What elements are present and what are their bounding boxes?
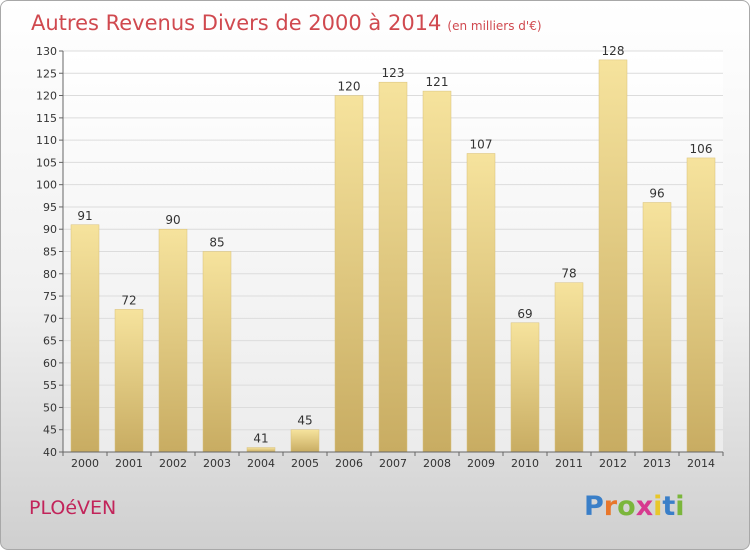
- x-tick-label-2006: 2006: [335, 457, 363, 470]
- logo-letter: r: [603, 491, 618, 522]
- y-tick-label: 40: [43, 446, 57, 459]
- y-tick-label: 125: [36, 67, 57, 80]
- y-tick-label: 70: [43, 312, 57, 325]
- x-tick-label-2007: 2007: [379, 457, 407, 470]
- logo-letter: x: [635, 491, 654, 522]
- proxiti-logo: Proxiti: [584, 491, 685, 522]
- x-tick-label-2008: 2008: [423, 457, 451, 470]
- unit-text: (en milliers d'€): [447, 19, 542, 33]
- value-label-2000: 91: [77, 209, 92, 223]
- commune-name: PLOéVEN: [29, 497, 117, 519]
- bar-2009: [466, 153, 496, 453]
- logo-letter: o: [617, 491, 636, 522]
- bar-2003: [202, 251, 232, 453]
- bar-2012: [598, 59, 628, 453]
- bar-2013: [642, 202, 672, 453]
- y-tick-label: 130: [36, 45, 57, 58]
- bar-2006: [334, 95, 364, 453]
- y-tick-label: 85: [43, 246, 57, 259]
- x-tick-label-2012: 2012: [599, 457, 627, 470]
- value-label-2004: 41: [253, 432, 268, 446]
- x-tick-label-2009: 2009: [467, 457, 495, 470]
- x-tick-label-2003: 2003: [203, 457, 231, 470]
- logo-letter: t: [662, 491, 676, 522]
- value-label-2012: 128: [602, 44, 625, 58]
- y-tick-label: 115: [36, 112, 57, 125]
- y-tick-label: 100: [36, 179, 57, 192]
- x-tick-label-2004: 2004: [247, 457, 275, 470]
- y-tick-label: 110: [36, 134, 57, 147]
- bar-2014: [686, 157, 716, 453]
- y-tick-label: 50: [43, 401, 57, 414]
- bar-2010: [510, 322, 540, 453]
- value-label-2014: 106: [690, 142, 713, 156]
- bar-2001: [114, 309, 144, 453]
- x-tick-label-2013: 2013: [643, 457, 671, 470]
- x-tick-label-2002: 2002: [159, 457, 187, 470]
- x-tick-label-2001: 2001: [115, 457, 143, 470]
- y-tick-label: 55: [43, 379, 57, 392]
- y-tick-label: 80: [43, 268, 57, 281]
- y-tick-label: 90: [43, 223, 57, 236]
- value-label-2009: 107: [470, 137, 493, 151]
- bar-2004: [246, 447, 276, 453]
- y-tick-label: 75: [43, 290, 57, 303]
- value-label-2013: 96: [649, 186, 664, 200]
- x-tick-label-2014: 2014: [687, 457, 715, 470]
- value-label-2001: 72: [121, 293, 136, 307]
- y-tick-label: 95: [43, 201, 57, 214]
- value-label-2008: 121: [426, 75, 449, 89]
- bar-2007: [378, 81, 408, 453]
- logo-letter: P: [584, 491, 604, 522]
- x-tick-label-2005: 2005: [291, 457, 319, 470]
- bar-2002: [158, 228, 188, 453]
- value-label-2005: 45: [297, 414, 312, 428]
- bars: 91 72 90 85 41 45 120 123 121 107 69 78 128 96 106: [70, 44, 716, 453]
- bar-2011: [554, 282, 584, 453]
- y-tick-label: 65: [43, 335, 57, 348]
- value-label-2002: 90: [165, 213, 180, 227]
- logo-letter: i: [675, 491, 685, 522]
- y-tick-label: 45: [43, 424, 57, 437]
- bar-2000: [70, 224, 100, 453]
- y-tick-label: 60: [43, 357, 57, 370]
- x-tick-label-2010: 2010: [511, 457, 539, 470]
- value-label-2007: 123: [382, 66, 405, 80]
- value-label-2006: 120: [338, 80, 361, 94]
- x-tick-label-2011: 2011: [555, 457, 583, 470]
- value-label-2011: 78: [561, 267, 576, 281]
- value-label-2010: 69: [517, 307, 532, 321]
- logo-letter: i: [653, 491, 663, 522]
- axes: 40 45 50 55 60 65 70 75 80 85 90 95 100 105 110 115 120 1…: [36, 45, 724, 470]
- y-tick-label: 120: [36, 90, 57, 103]
- y-tick-label: 105: [36, 156, 57, 169]
- bar-2008: [422, 90, 452, 453]
- chart-title: Autres Revenus Divers de 2000 à 2014 (en …: [31, 11, 542, 35]
- x-tick-label-2000: 2000: [71, 457, 99, 470]
- title-text: Autres Revenus Divers de 2000 à 2014: [31, 11, 442, 35]
- bar-2005: [290, 429, 320, 453]
- value-label-2003: 85: [209, 236, 224, 250]
